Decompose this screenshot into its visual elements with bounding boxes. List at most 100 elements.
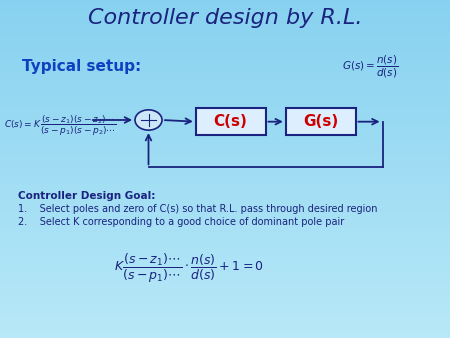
Bar: [0, 169, 450, 171]
Bar: [0, 132, 450, 134]
Bar: [0, 166, 450, 167]
Bar: [0, 86, 450, 88]
Bar: [0, 137, 450, 139]
Bar: [0, 204, 450, 206]
Bar: [0, 41, 450, 42]
Bar: [0, 29, 450, 30]
Bar: [0, 262, 450, 264]
Bar: [0, 12, 450, 14]
Bar: [0, 161, 450, 162]
Bar: [0, 321, 450, 323]
Bar: [0, 125, 450, 127]
Bar: [0, 130, 450, 132]
Bar: [0, 98, 450, 100]
Bar: [0, 73, 450, 74]
Bar: [0, 155, 450, 157]
Bar: [0, 134, 450, 135]
Bar: [0, 69, 450, 71]
Bar: [0, 313, 450, 314]
Bar: [0, 291, 450, 292]
Bar: [0, 282, 450, 284]
Bar: [0, 303, 450, 304]
Bar: [0, 316, 450, 318]
Bar: [0, 277, 450, 279]
Bar: [0, 269, 450, 270]
Bar: [0, 215, 450, 216]
Bar: [0, 318, 450, 319]
Bar: [0, 275, 450, 277]
Bar: [0, 27, 450, 29]
Bar: [0, 196, 450, 198]
Bar: [0, 78, 450, 79]
Bar: [0, 226, 450, 228]
Bar: [0, 292, 450, 294]
Bar: [0, 220, 450, 221]
Bar: [0, 90, 450, 91]
Bar: [0, 171, 450, 172]
Text: $K\dfrac{(s-z_1)\cdots}{(s-p_1)\cdots}\cdot\dfrac{n(s)}{d(s)}+1=0$: $K\dfrac{(s-z_1)\cdots}{(s-p_1)\cdots}\c…: [114, 252, 264, 285]
Bar: [0, 172, 450, 174]
Bar: [0, 281, 450, 282]
Bar: [0, 101, 450, 103]
Bar: [0, 15, 450, 17]
Bar: [0, 142, 450, 144]
Bar: [0, 194, 450, 196]
Bar: [0, 84, 450, 86]
Bar: [0, 159, 450, 161]
Bar: [0, 140, 450, 142]
Bar: [0, 54, 450, 56]
Bar: [0, 243, 450, 245]
Bar: [0, 255, 450, 257]
Bar: [0, 296, 450, 297]
Bar: [0, 326, 450, 328]
Bar: [0, 76, 450, 78]
Bar: [0, 323, 450, 324]
Bar: [0, 203, 450, 204]
Bar: [0, 3, 450, 5]
Bar: [0, 333, 450, 335]
Bar: [0, 238, 450, 240]
Bar: [0, 193, 450, 194]
Bar: [0, 216, 450, 218]
Bar: [0, 228, 450, 230]
Text: Controller design by R.L.: Controller design by R.L.: [88, 8, 362, 28]
Bar: [0, 265, 450, 267]
Bar: [0, 34, 450, 35]
Bar: [0, 301, 450, 303]
Bar: [0, 208, 450, 210]
Bar: [0, 188, 450, 189]
Bar: [0, 63, 450, 64]
Bar: [0, 144, 450, 145]
Bar: [0, 22, 450, 24]
Text: $C(s)=K\,\dfrac{(s-z_1)(s-z_2)\cdots}{(s-p_1)(s-p_2)\cdots}$: $C(s)=K\,\dfrac{(s-z_1)(s-z_2)\cdots}{(s…: [4, 113, 117, 138]
Bar: [0, 213, 450, 215]
Bar: [0, 335, 450, 336]
Bar: [0, 324, 450, 326]
Bar: [0, 8, 450, 10]
Bar: [0, 211, 450, 213]
Bar: [0, 79, 450, 81]
Bar: [0, 24, 450, 25]
Bar: [0, 42, 450, 44]
Bar: [0, 267, 450, 269]
Bar: [0, 308, 450, 309]
Bar: [0, 32, 450, 34]
Bar: [0, 260, 450, 262]
Bar: [0, 199, 450, 201]
Bar: [0, 259, 450, 260]
Text: C(s): C(s): [214, 114, 248, 129]
Bar: [0, 304, 450, 306]
Bar: [0, 272, 450, 274]
Bar: [0, 81, 450, 83]
Bar: [0, 191, 450, 193]
Bar: [0, 254, 450, 255]
Bar: [0, 120, 450, 122]
Bar: [0, 311, 450, 313]
Bar: [0, 225, 450, 226]
Bar: [0, 112, 450, 113]
Bar: [0, 83, 450, 84]
Bar: [0, 223, 450, 225]
Bar: [0, 135, 450, 137]
Bar: [0, 284, 450, 286]
Bar: [0, 71, 450, 73]
